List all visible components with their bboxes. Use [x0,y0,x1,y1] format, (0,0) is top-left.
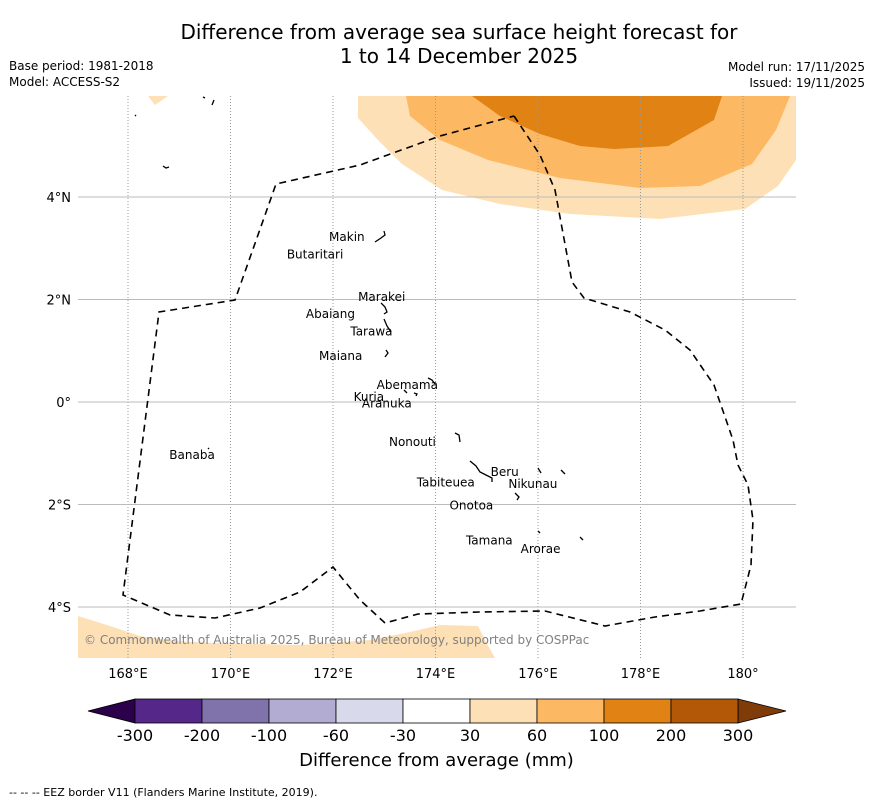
island-outline [537,530,541,534]
place-label: Makin [329,230,365,244]
lat-tick-label: 0° [56,396,71,411]
place-label: Onotoa [449,499,493,513]
island-outlines [134,96,584,541]
colorbar-tick-label: 30 [460,726,480,745]
anomaly-contour-100-200 [472,96,722,149]
colorbar: -300 -200 -100 -60 -30 30 60 100 200 300 [87,698,787,745]
place-label: Aranuka [362,397,412,411]
island-outline [579,536,584,541]
colorbar-label: Difference from average (mm) [299,750,574,771]
anomaly-contour-south-30-60 [78,616,495,658]
chart-title: Difference from average sea surface heig… [0,20,873,68]
colorbar-tick-label: -60 [323,726,349,745]
gridlines [78,96,796,658]
lat-tick-label: 2°N [47,294,72,309]
lon-tick-label: 178°E [621,667,661,682]
issued-date: Issued: 19/11/2025 [749,76,865,90]
colorbar-tick-label: 60 [527,726,547,745]
lon-tick-label: 176°E [518,667,558,682]
island-outline [202,96,215,106]
title-line-2: 1 to 14 December 2025 [339,44,579,68]
place-label: Abaiang [306,307,355,321]
island-outline [469,460,493,482]
place-label: Maiana [319,349,362,363]
colorbar-tick-label: -200 [184,726,220,745]
lat-tick-label: 4°S [48,601,71,616]
colorbar-segment [536,698,605,724]
island-outline [560,469,566,475]
island-outline [207,447,210,450]
colorbar-segment [402,698,471,724]
colorbar-segment [469,698,538,724]
colorbar-over-arrow [737,698,787,724]
copyright-text: © Commonwealth of Australia 2025, Bureau… [84,633,589,647]
axis-ticks: 168°E 170°E 172°E 174°E 176°E 178°E 180° 4°N 2°N… [47,191,759,682]
lat-tick-label: 2°S [48,499,71,514]
colorbar-tick-label: -100 [251,726,287,745]
colorbar-segment [268,698,337,724]
place-label: Abemama [377,378,438,392]
place-label: Butaritari [287,247,344,261]
place-label: Tarawa [349,324,392,338]
island-outline [537,467,542,474]
colorbar-segment [603,698,672,724]
lon-tick-label: 168°E [108,667,148,682]
colorbar-tick-label: 300 [723,726,754,745]
place-label: Kuria [354,390,385,404]
model-name: Model: ACCESS-S2 [9,75,121,89]
colorbar-tick-label: 100 [589,726,620,745]
colorbar-segment [335,698,404,724]
colorbar-tick-label: 200 [656,726,687,745]
eez-footnote: -- -- -- EEZ border V11 (Flanders Marine… [9,786,318,799]
lon-tick-label: 174°E [416,667,456,682]
eez-border [122,115,754,627]
island-outline [380,302,388,315]
island-outline [162,165,170,169]
lon-tick-label: 172°E [313,667,353,682]
place-label: Nonouti [389,435,436,449]
colorbar-under-arrow [87,698,136,724]
colorbar-segment [201,698,270,724]
place-label: Nikunau [508,477,557,491]
base-period: Base period: 1981-2018 [9,59,154,73]
island-outline [427,377,436,385]
lon-tick-label: 180° [727,667,758,682]
land-fragment [148,96,168,105]
island-outline [374,230,386,243]
island-outline [383,318,392,333]
title-line-1: Difference from average sea surface heig… [180,20,738,44]
island-outline [403,389,418,397]
meta-right: Model run: 17/11/2025 Issued: 19/11/2025 [728,59,865,91]
place-label: Tabiteuea [416,475,475,489]
colorbar-tick-label: -300 [117,726,153,745]
place-label: Marakei [358,290,405,304]
island-outline [454,432,461,443]
colorbar-segment [670,698,739,724]
lat-tick-label: 4°N [47,191,72,206]
island-outline [514,492,520,501]
island-outline [134,114,137,117]
place-label: Banaba [169,448,215,462]
meta-left: Base period: 1981-2018 Model: ACCESS-S2 [9,58,154,90]
colorbar-tick-label: -30 [390,726,416,745]
lon-tick-label: 170°E [211,667,251,682]
place-label: Tamana [465,533,513,547]
island-outline [384,349,389,358]
model-run: Model run: 17/11/2025 [727,60,865,74]
colorbar-segment [134,698,203,724]
place-label: Arorae [521,542,561,556]
place-label: Beru [491,465,519,479]
